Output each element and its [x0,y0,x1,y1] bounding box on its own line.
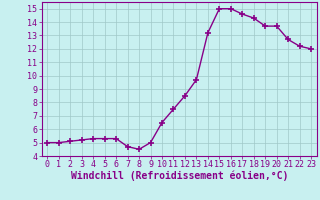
X-axis label: Windchill (Refroidissement éolien,°C): Windchill (Refroidissement éolien,°C) [70,171,288,181]
